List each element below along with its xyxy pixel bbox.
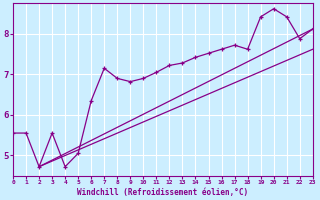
X-axis label: Windchill (Refroidissement éolien,°C): Windchill (Refroidissement éolien,°C) <box>77 188 248 197</box>
